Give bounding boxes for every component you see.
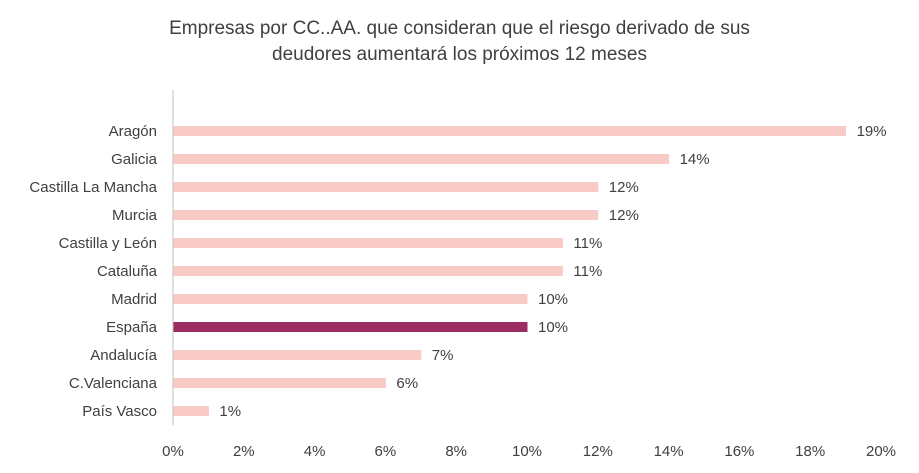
data-label: 6% bbox=[396, 375, 418, 392]
data-label: 10% bbox=[538, 319, 568, 336]
x-tick-label: 14% bbox=[654, 443, 684, 460]
bar bbox=[173, 210, 599, 220]
x-tick-label: 18% bbox=[795, 443, 825, 460]
category-label: Galicia bbox=[111, 151, 158, 168]
category-label: C.Valenciana bbox=[69, 375, 158, 392]
x-tick-label: 10% bbox=[512, 443, 542, 460]
data-label: 19% bbox=[857, 123, 887, 140]
category-label: Castilla La Mancha bbox=[29, 179, 157, 196]
x-tick-label: 2% bbox=[233, 443, 255, 460]
x-tick-label: 6% bbox=[375, 443, 397, 460]
category-label: España bbox=[106, 319, 158, 336]
data-label: 10% bbox=[538, 291, 568, 308]
bar bbox=[173, 406, 209, 416]
category-label: Aragón bbox=[109, 123, 157, 140]
bar bbox=[173, 126, 847, 136]
data-label: 12% bbox=[609, 207, 639, 224]
x-tick-label: 8% bbox=[445, 443, 467, 460]
data-label: 12% bbox=[609, 179, 639, 196]
bar bbox=[173, 378, 386, 388]
bar bbox=[173, 266, 563, 276]
x-tick-label: 16% bbox=[724, 443, 754, 460]
bar bbox=[173, 294, 528, 304]
bar bbox=[173, 238, 563, 248]
x-tick-label: 20% bbox=[866, 443, 896, 460]
data-label: 14% bbox=[680, 151, 710, 168]
category-label: Murcia bbox=[112, 207, 158, 224]
category-label: Andalucía bbox=[90, 347, 157, 364]
data-label: 11% bbox=[573, 235, 602, 252]
x-tick-label: 4% bbox=[304, 443, 326, 460]
x-tick-label: 12% bbox=[583, 443, 613, 460]
data-label: 1% bbox=[219, 403, 241, 420]
bar bbox=[173, 350, 422, 360]
data-label: 7% bbox=[432, 347, 454, 364]
data-label: 11% bbox=[573, 263, 602, 280]
category-label: País Vasco bbox=[82, 403, 157, 420]
chart-title-line-2: deudores aumentará los próximos 12 meses bbox=[272, 44, 647, 65]
x-tick-label: 0% bbox=[162, 443, 184, 460]
bar-highlight bbox=[173, 322, 528, 332]
chart-title-line-1: Empresas por CC..AA. que consideran que … bbox=[169, 18, 750, 39]
category-label: Cataluña bbox=[97, 263, 158, 280]
bar bbox=[173, 154, 670, 164]
category-label: Castilla y León bbox=[59, 235, 157, 252]
category-label: Madrid bbox=[111, 291, 157, 308]
bar bbox=[173, 182, 599, 192]
